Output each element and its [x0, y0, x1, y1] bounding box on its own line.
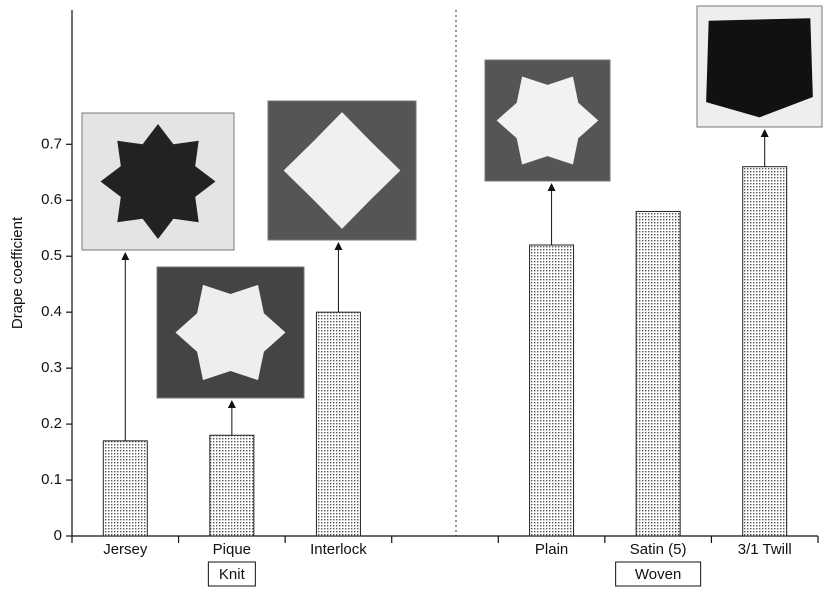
drape-shape [496, 76, 599, 165]
y-tick-label: 0.6 [41, 191, 62, 208]
y-tick-label: 0.7 [41, 135, 62, 152]
bar [529, 244, 575, 537]
y-tick-label: 0.4 [41, 303, 62, 320]
group-box [615, 561, 702, 587]
drape-shape [175, 284, 286, 381]
y-tick-label: 0.5 [41, 247, 62, 264]
drape-shape [706, 18, 813, 118]
x-tick-label: Satin (5) [630, 541, 687, 558]
x-tick-label: Pique [213, 541, 251, 558]
bar [742, 166, 788, 537]
bar [102, 440, 148, 537]
bar [635, 210, 681, 537]
x-tick-label: Jersey [103, 541, 148, 558]
y-tick-label: 0.2 [41, 415, 62, 432]
y-tick-label: 0.1 [41, 471, 62, 488]
x-tick-label: Interlock [310, 541, 367, 558]
y-axis-label: Drape coefficient [9, 216, 26, 329]
y-tick-label: 0 [54, 527, 62, 544]
drape-shape [283, 112, 401, 229]
y-tick-label: 0.3 [41, 359, 62, 376]
group-label: Woven [635, 566, 681, 583]
bar [209, 434, 255, 537]
bar [315, 311, 361, 537]
group-label: Knit [219, 566, 246, 583]
x-tick-label: Plain [535, 541, 568, 558]
group-box [207, 561, 256, 587]
x-tick-label: 3/1 Twill [738, 541, 792, 558]
drape-shape [100, 124, 216, 239]
